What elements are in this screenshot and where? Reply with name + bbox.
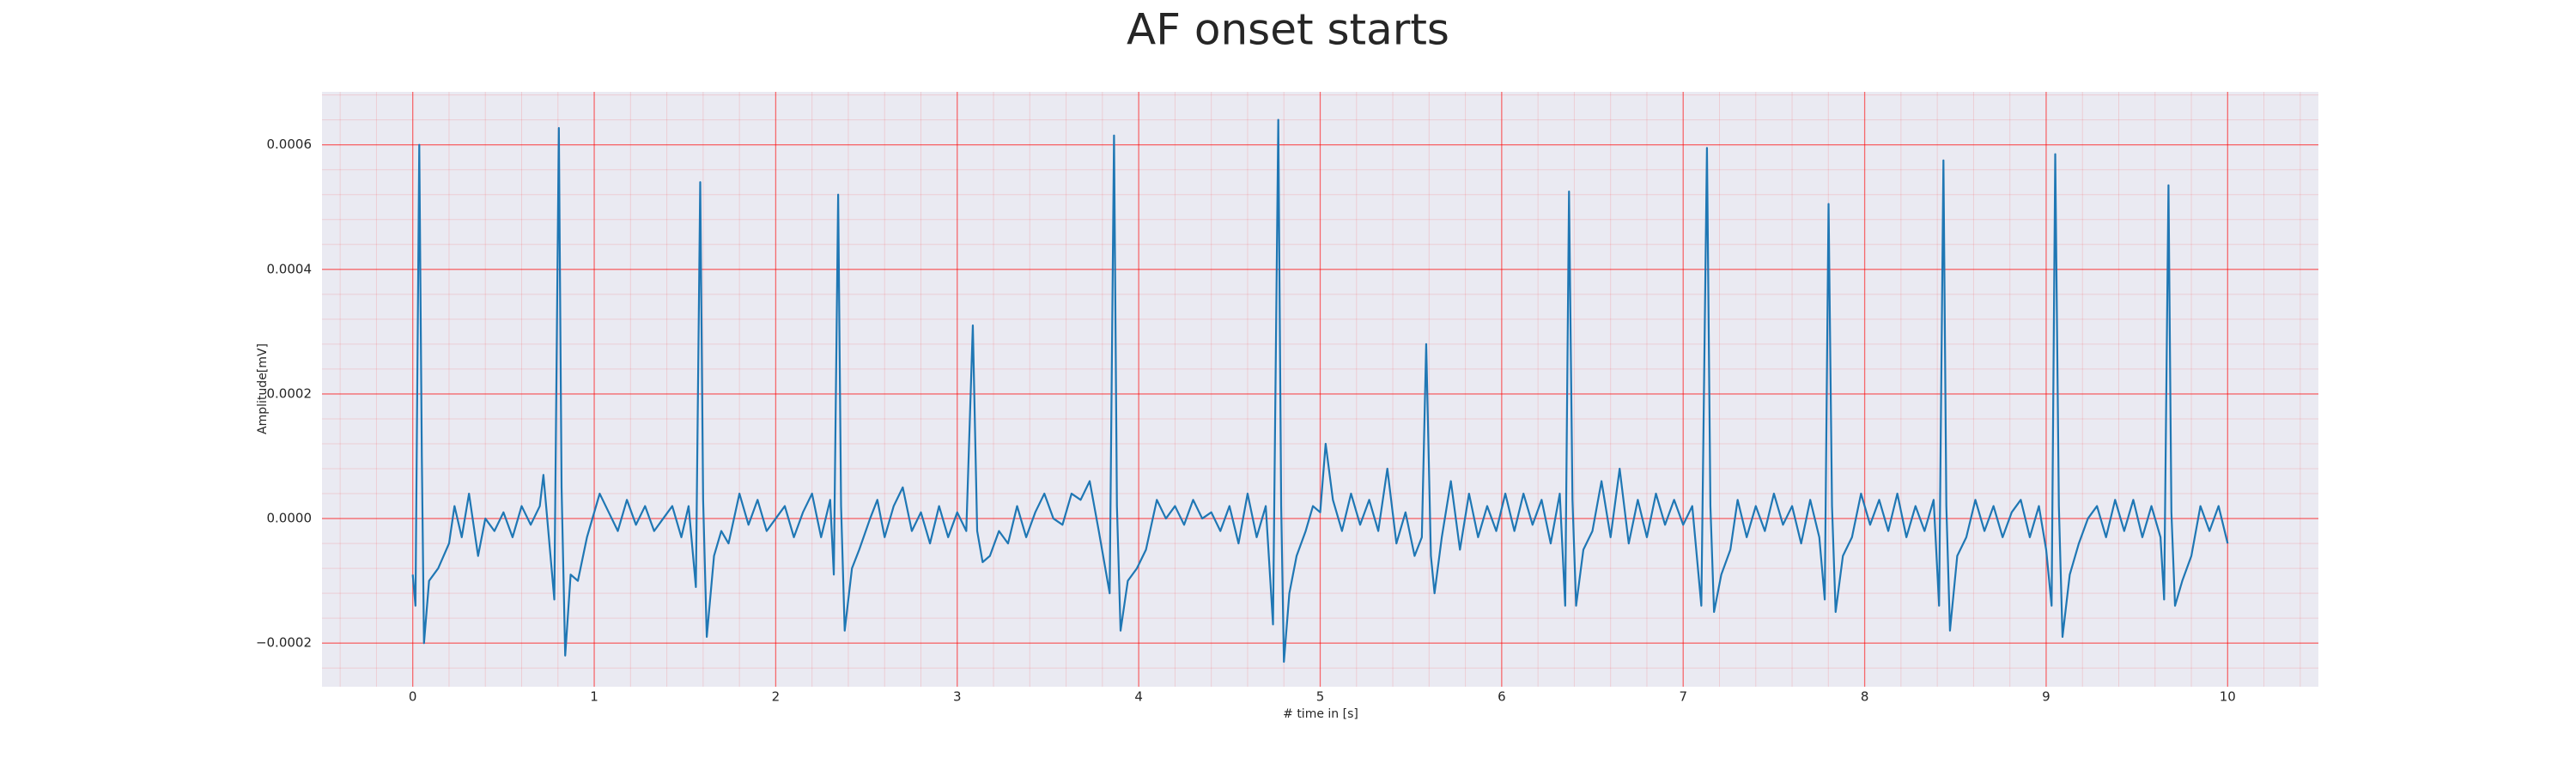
chart-title: AF onset starts bbox=[1127, 5, 1449, 55]
x-tick-label: 2 bbox=[772, 689, 781, 705]
x-tick-label: 3 bbox=[953, 689, 962, 705]
x-tick-label: 1 bbox=[590, 689, 598, 705]
x-tick-label: 5 bbox=[1316, 689, 1325, 705]
x-tick-label: 4 bbox=[1134, 689, 1143, 705]
y-tick-label: 0.0002 bbox=[267, 385, 313, 401]
x-axis-label: # time in [s] bbox=[1283, 707, 1358, 721]
y-tick-label: −0.0002 bbox=[256, 635, 312, 651]
y-tick-label: 0.0006 bbox=[267, 136, 313, 152]
x-tick-label: 10 bbox=[2220, 689, 2236, 705]
x-tick-label: 7 bbox=[1679, 689, 1687, 705]
x-tick-label: 6 bbox=[1498, 689, 1506, 705]
y-axis-label: Amplitude[mV] bbox=[256, 343, 270, 434]
ecg-line bbox=[411, 118, 2229, 664]
x-tick-label: 8 bbox=[1861, 689, 1869, 705]
y-tick-label: 0.0004 bbox=[267, 261, 313, 276]
x-tick-label: 9 bbox=[2042, 689, 2050, 705]
y-tick-label: 0.0000 bbox=[267, 511, 313, 526]
x-tick-label: 0 bbox=[409, 689, 417, 705]
